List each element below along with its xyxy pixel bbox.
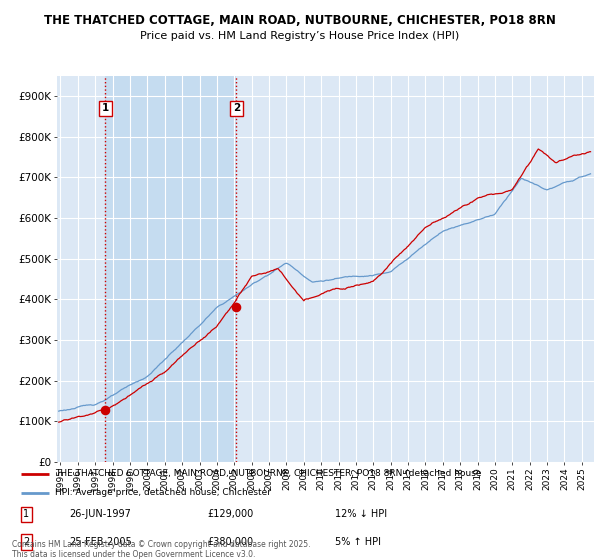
Text: Contains HM Land Registry data © Crown copyright and database right 2025.
This d: Contains HM Land Registry data © Crown c… [12, 540, 311, 559]
Text: £129,000: £129,000 [208, 510, 254, 519]
Text: THE THATCHED COTTAGE, MAIN ROAD, NUTBOURNE, CHICHESTER, PO18 8RN: THE THATCHED COTTAGE, MAIN ROAD, NUTBOUR… [44, 14, 556, 27]
Text: Price paid vs. HM Land Registry’s House Price Index (HPI): Price paid vs. HM Land Registry’s House … [140, 31, 460, 41]
Point [232, 303, 241, 312]
Text: 2: 2 [233, 103, 240, 113]
Text: 1: 1 [23, 510, 29, 519]
Text: HPI: Average price, detached house, Chichester: HPI: Average price, detached house, Chic… [55, 488, 271, 497]
Text: 5% ↑ HPI: 5% ↑ HPI [335, 537, 380, 547]
Text: 26-JUN-1997: 26-JUN-1997 [70, 510, 131, 519]
Bar [106, 76, 236, 462]
Text: 1: 1 [101, 103, 109, 113]
Text: £380,000: £380,000 [208, 537, 254, 547]
Point [101, 405, 110, 414]
Text: 12% ↓ HPI: 12% ↓ HPI [335, 510, 386, 519]
Text: 2: 2 [23, 537, 29, 547]
Text: 25-FEB-2005: 25-FEB-2005 [70, 537, 133, 547]
Text: THE THATCHED COTTAGE, MAIN ROAD, NUTBOURNE, CHICHESTER, PO18 8RN (detached house: THE THATCHED COTTAGE, MAIN ROAD, NUTBOUR… [55, 469, 482, 478]
